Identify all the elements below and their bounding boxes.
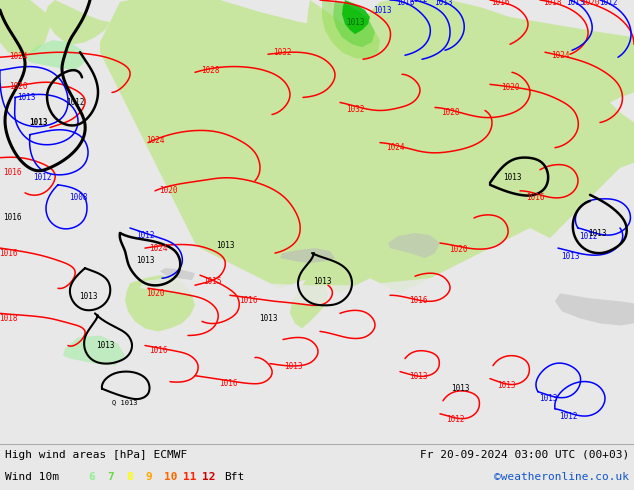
PathPatch shape xyxy=(100,0,634,294)
PathPatch shape xyxy=(418,155,560,203)
Text: 1018: 1018 xyxy=(543,0,561,6)
Text: 1012: 1012 xyxy=(446,416,464,424)
Text: 1024: 1024 xyxy=(149,244,167,252)
PathPatch shape xyxy=(305,0,415,107)
Text: 1013: 1013 xyxy=(79,292,97,301)
Text: 1024: 1024 xyxy=(385,143,404,152)
Text: 1016: 1016 xyxy=(0,248,17,258)
Text: 1013: 1013 xyxy=(259,314,277,323)
Text: 1013: 1013 xyxy=(16,93,36,102)
PathPatch shape xyxy=(158,84,195,135)
PathPatch shape xyxy=(143,93,168,124)
Text: 1020: 1020 xyxy=(9,82,27,91)
Text: 1012: 1012 xyxy=(559,412,577,421)
Text: 1018: 1018 xyxy=(0,314,17,323)
Text: 1016: 1016 xyxy=(3,168,22,177)
Text: 1013: 1013 xyxy=(216,241,234,249)
PathPatch shape xyxy=(125,275,195,331)
Text: 1013: 1013 xyxy=(451,384,469,393)
PathPatch shape xyxy=(280,248,335,263)
Text: 7: 7 xyxy=(107,472,113,482)
Text: 1028: 1028 xyxy=(441,108,459,117)
Text: 1008: 1008 xyxy=(68,194,87,202)
Text: 1020: 1020 xyxy=(501,83,519,92)
Text: 1016: 1016 xyxy=(219,379,237,388)
Text: 1020: 1020 xyxy=(581,0,599,6)
Text: 1013: 1013 xyxy=(497,381,515,390)
Text: 1013: 1013 xyxy=(136,256,154,265)
Text: 6: 6 xyxy=(88,472,94,482)
Text: 1012: 1012 xyxy=(409,0,427,4)
Text: 1012: 1012 xyxy=(136,230,154,240)
Text: 1028: 1028 xyxy=(201,66,219,75)
Text: High wind areas [hPa] ECMWF: High wind areas [hPa] ECMWF xyxy=(5,450,187,460)
Text: 1013: 1013 xyxy=(409,372,427,381)
Text: 1013: 1013 xyxy=(560,252,579,261)
Text: 12: 12 xyxy=(202,472,216,482)
PathPatch shape xyxy=(25,40,85,70)
Text: 1013: 1013 xyxy=(96,341,114,350)
PathPatch shape xyxy=(0,0,50,57)
Text: 10: 10 xyxy=(164,472,178,482)
Text: 1012: 1012 xyxy=(66,98,84,107)
Text: 1016: 1016 xyxy=(409,296,427,305)
Text: 1024: 1024 xyxy=(146,136,164,145)
Text: 11: 11 xyxy=(183,472,197,482)
Text: Bft: Bft xyxy=(224,472,244,482)
Text: 1013: 1013 xyxy=(373,5,391,15)
Text: 1013: 1013 xyxy=(313,277,331,286)
Text: 1024: 1024 xyxy=(551,51,569,60)
PathPatch shape xyxy=(388,233,440,258)
Text: 1013: 1013 xyxy=(284,362,302,371)
Text: 1016: 1016 xyxy=(239,296,257,305)
Text: 1016: 1016 xyxy=(526,194,544,202)
Text: 1012: 1012 xyxy=(33,173,51,182)
Text: 1024: 1024 xyxy=(9,52,27,61)
PathPatch shape xyxy=(555,294,634,325)
Text: 1016: 1016 xyxy=(396,0,414,6)
PathPatch shape xyxy=(322,0,380,59)
Text: 1012: 1012 xyxy=(598,0,618,6)
Text: 1032: 1032 xyxy=(273,48,291,57)
Text: 8: 8 xyxy=(126,472,133,482)
PathPatch shape xyxy=(342,0,370,34)
Text: 1015: 1015 xyxy=(203,277,221,286)
Text: 1016: 1016 xyxy=(149,346,167,355)
Text: Fr 20-09-2024 03:00 UTC (00+03): Fr 20-09-2024 03:00 UTC (00+03) xyxy=(420,450,629,460)
Text: 1012: 1012 xyxy=(579,232,597,241)
Text: 1032: 1032 xyxy=(346,105,365,114)
PathPatch shape xyxy=(140,278,460,308)
Text: 1013: 1013 xyxy=(566,0,585,6)
Text: 1020: 1020 xyxy=(146,289,164,298)
Text: 1013: 1013 xyxy=(539,394,557,403)
Text: ©weatheronline.co.uk: ©weatheronline.co.uk xyxy=(494,472,629,482)
Text: 1020: 1020 xyxy=(158,186,178,196)
Text: 1013: 1013 xyxy=(29,118,48,127)
Text: Q 1013: Q 1013 xyxy=(112,399,138,405)
PathPatch shape xyxy=(63,336,125,366)
Text: Wind 10m: Wind 10m xyxy=(5,472,59,482)
PathPatch shape xyxy=(45,0,110,44)
Text: 1020: 1020 xyxy=(449,245,467,254)
Text: 1016: 1016 xyxy=(3,214,22,222)
Text: 1016: 1016 xyxy=(491,0,509,6)
Text: 1013: 1013 xyxy=(346,18,365,26)
Text: 1013: 1013 xyxy=(503,173,521,182)
Text: 1013: 1013 xyxy=(588,228,606,238)
Text: 9: 9 xyxy=(145,472,152,482)
PathPatch shape xyxy=(160,268,195,280)
Text: 1013: 1013 xyxy=(434,0,452,6)
PathPatch shape xyxy=(333,0,375,47)
PathPatch shape xyxy=(290,268,328,328)
